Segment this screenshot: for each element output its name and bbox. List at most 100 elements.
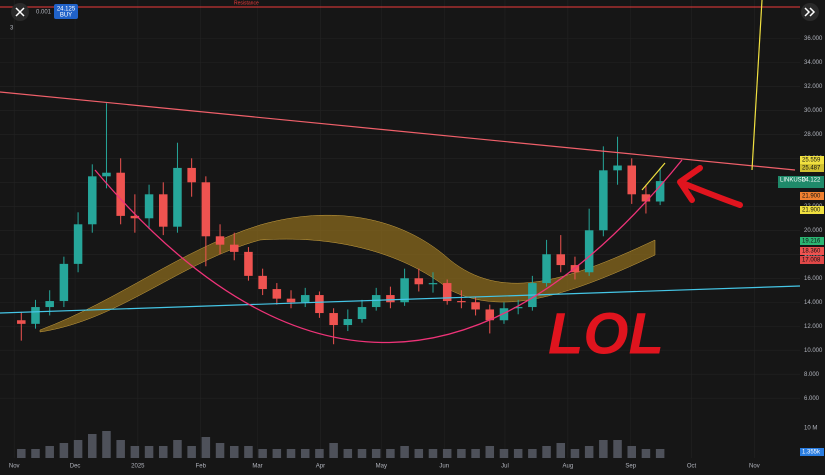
volume-bar [229, 446, 239, 458]
candle-body [641, 194, 651, 202]
candle-body [627, 165, 636, 195]
candle-body [102, 172, 111, 177]
tag-text: 25.559 [802, 158, 821, 164]
candle-body [542, 254, 551, 284]
candle-body [499, 308, 509, 321]
tag [800, 247, 824, 255]
volume-bar [116, 440, 125, 458]
candle-body [485, 309, 495, 321]
candle-body [599, 170, 608, 231]
x-tick-label: Nov [749, 464, 760, 470]
candle-body [584, 230, 594, 273]
volume-bar [159, 446, 168, 458]
trend-line [0, 91, 796, 171]
volume-bar [528, 449, 537, 458]
x-tick-label: Apr [316, 464, 325, 470]
y-tick-label: 12.000 [804, 324, 823, 330]
tag [800, 237, 824, 245]
volume-bar [457, 449, 466, 458]
volume-bar [371, 449, 381, 458]
candle-body [457, 301, 466, 303]
x-tick-label: 2025 [131, 464, 145, 470]
candle-body [414, 278, 424, 285]
x-tick-label: Feb [196, 464, 207, 470]
candle-body [613, 165, 622, 171]
tag [800, 256, 824, 264]
volume-bar [102, 431, 111, 458]
candle-body [31, 307, 40, 324]
candle-body [655, 181, 665, 202]
candle-body [272, 289, 282, 299]
volume-bar [187, 446, 196, 458]
close-icon [15, 7, 25, 17]
volume-bar [485, 446, 495, 458]
volume-bar [641, 449, 651, 458]
yellow-line [641, 162, 666, 191]
candle-body [173, 167, 182, 227]
volume-bar [570, 449, 580, 458]
tag [778, 176, 824, 188]
candles [17, 103, 665, 345]
expand-icon [804, 7, 816, 17]
volume-bar [400, 446, 409, 458]
x-tick-label: Sep [625, 464, 636, 470]
candle-body [343, 319, 353, 326]
candle-body [215, 236, 225, 245]
volume-bar [556, 443, 566, 458]
candle-body [159, 194, 168, 227]
buy-label: BUY [60, 13, 72, 19]
x-tick-label: Jun [439, 464, 449, 470]
volume-bar [428, 449, 438, 458]
volume-bar [613, 440, 622, 458]
y-tick-label: 34.000 [804, 60, 823, 66]
tag [800, 164, 824, 172]
tag-text: 17.008 [802, 258, 821, 264]
volume-bar [343, 449, 353, 458]
candle-body [229, 244, 239, 252]
y-tick-label: 36.000 [804, 36, 823, 42]
candle-body [88, 176, 97, 225]
tag-text: 21.900 [802, 194, 821, 200]
volume-bar [59, 443, 69, 458]
volume-bar [300, 449, 310, 458]
candle-body [286, 298, 296, 303]
volume-bar [414, 449, 424, 458]
volume-bar [513, 449, 523, 458]
volume-bar [45, 446, 54, 458]
resistance-label: Resistance [234, 0, 259, 6]
candle-body [371, 295, 381, 308]
y-tick-label: 8.000 [804, 372, 820, 378]
tag-text: 18.360 [802, 249, 821, 255]
y-tick-label: 16.000 [804, 276, 823, 282]
volume-bar [173, 440, 182, 458]
tag-text: LINKUSD [780, 178, 807, 184]
volume-bar [499, 449, 509, 458]
volume-bar [584, 446, 594, 458]
volume-bar [286, 449, 296, 458]
y-tick-label: 30.000 [804, 108, 823, 114]
volume-bar [258, 449, 267, 458]
candle-body [187, 167, 196, 183]
candle-body [357, 307, 367, 320]
x-tick-label: Mar [252, 464, 262, 470]
candle-body [201, 182, 211, 237]
tag [800, 206, 824, 214]
volume-bar [655, 449, 665, 458]
volume-bar [386, 449, 395, 458]
x-tick-label: Nov [9, 464, 20, 470]
cup-arc [94, 159, 683, 344]
volume-bar [73, 440, 83, 458]
y-tick-label: 10.000 [804, 348, 823, 354]
candle-body [400, 278, 409, 303]
tag-text: 1.355k [802, 450, 821, 456]
support-line [0, 285, 801, 314]
buy-button[interactable] [54, 4, 78, 19]
tag-text: 24.122 [802, 178, 821, 184]
candle-body [17, 320, 26, 324]
x-tick-label: Oct [687, 464, 697, 470]
volume-bar [201, 437, 211, 458]
tag [800, 448, 824, 456]
yellow-projection [751, 0, 763, 171]
